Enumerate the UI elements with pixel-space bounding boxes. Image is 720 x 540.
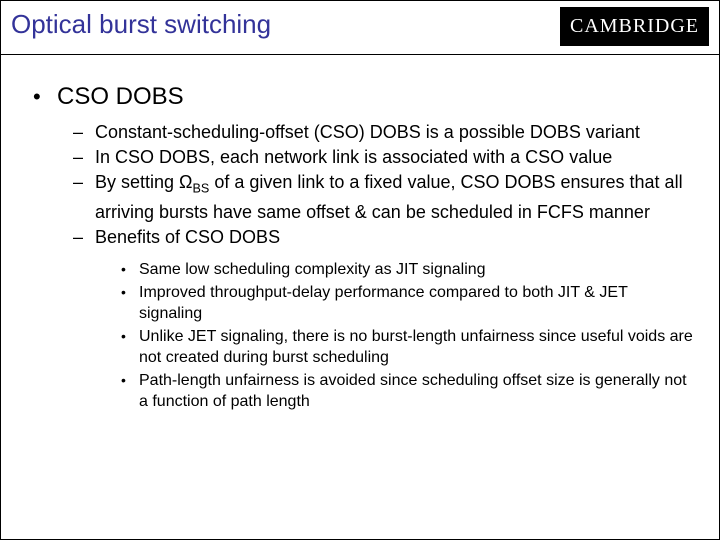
slide-title: Optical burst switching [11,7,560,40]
lvl1-label: CSO DOBS [57,83,693,111]
lvl3-item: Path-length unfairness is avoided since … [121,370,693,412]
lvl3-item: Unlike JET signaling, there is no burst-… [121,326,693,368]
bullet-list-level3: Same low scheduling complexity as JIT si… [95,259,693,412]
lvl2-item: In CSO DOBS, each network link is associ… [73,146,693,169]
slide-body: CSO DOBS Constant-scheduling-offset (CSO… [1,55,719,412]
bullet-list-level1: CSO DOBS Constant-scheduling-offset (CSO… [27,83,693,412]
lvl2-item: Benefits of CSO DOBS Same low scheduling… [73,226,693,412]
lvl2-item: By setting ΩBS of a given link to a fixe… [73,171,693,224]
lvl2-text-prefix: By setting [95,172,179,192]
lvl2-item: Constant-scheduling-offset (CSO) DOBS is… [73,121,693,144]
lvl2-label: Benefits of CSO DOBS [95,227,280,247]
omega-subscript: BS [193,182,210,196]
title-bar: Optical burst switching CAMBRIDGE [1,1,719,55]
omega-symbol: Ω [179,172,192,192]
lvl3-item: Same low scheduling complexity as JIT si… [121,259,693,280]
bullet-list-level2: Constant-scheduling-offset (CSO) DOBS is… [57,121,693,412]
cambridge-logo: CAMBRIDGE [560,7,709,46]
lvl3-item: Improved throughput-delay performance co… [121,282,693,324]
lvl1-item: CSO DOBS Constant-scheduling-offset (CSO… [27,83,693,412]
